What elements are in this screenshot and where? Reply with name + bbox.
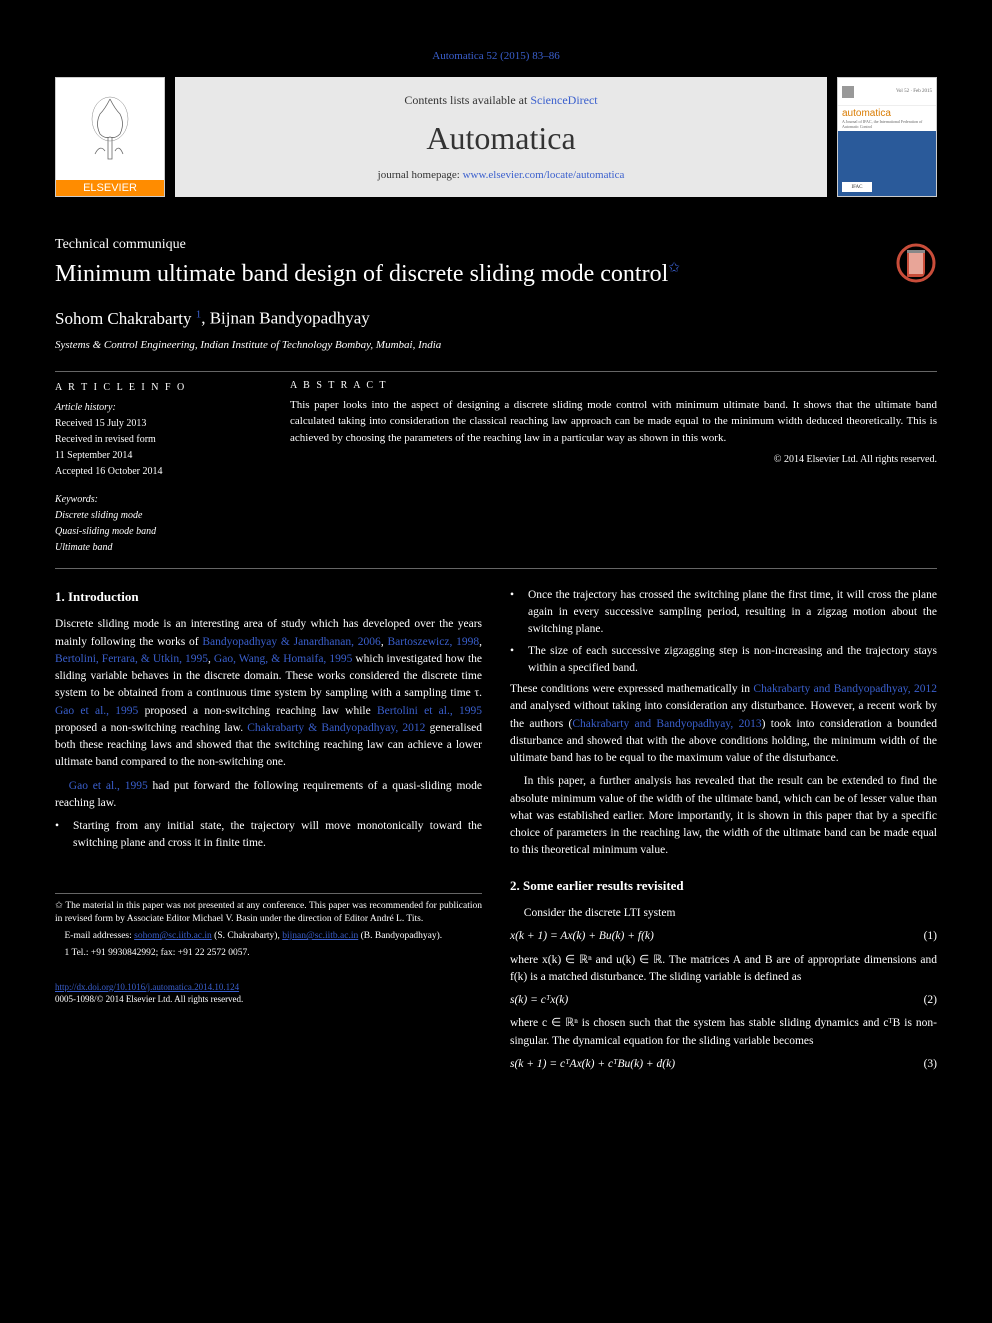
received-date: Received 15 July 2013 [55, 416, 260, 432]
ref-link[interactable]: Bertolini et al., 1995 [377, 705, 482, 717]
article-category: Technical communique [55, 237, 875, 253]
doi-link[interactable]: http://dx.doi.org/10.1016/j.automatica.2… [55, 982, 239, 992]
keyword-3: Ultimate band [55, 540, 260, 556]
right-p3b: where x(k) ∈ ℝⁿ and u(k) ∈ ℝ. The matric… [510, 952, 937, 987]
sciencedirect-link[interactable]: ScienceDirect [530, 93, 597, 107]
title-footnote-marker[interactable]: ✩ [668, 261, 680, 276]
copyright: © 2014 Elsevier Ltd. All rights reserved… [290, 454, 937, 465]
left-column: 1. Introduction Discrete sliding mode is… [55, 587, 482, 1079]
authors: Sohom Chakrabarty 1, Bijnan Bandyopadhya… [55, 308, 937, 329]
abstract-heading: A B S T R A C T [290, 380, 937, 391]
homepage-prefix: journal homepage: [378, 169, 463, 181]
affiliation: Systems & Control Engineering, Indian In… [55, 339, 937, 351]
paper-title: Minimum ultimate band design of discrete… [55, 259, 875, 290]
ref-link[interactable]: Gao et al., 1995 [69, 780, 148, 792]
homepage-line: journal homepage: www.elsevier.com/locat… [378, 169, 625, 181]
elsevier-tree-icon [75, 89, 145, 169]
contents-line: Contents lists available at ScienceDirec… [404, 93, 597, 108]
journal-cover[interactable]: Vol 52 · Feb 2015 automatica A Journal o… [837, 77, 937, 197]
ref-link[interactable]: Gao et al., 1995 [55, 705, 138, 717]
header-citation: Automatica 52 (2015) 83–86 [55, 50, 937, 62]
elsevier-logo[interactable]: ELSEVIER [55, 77, 165, 197]
equation-2: s(k) = cᵀx(k)(2) [510, 992, 937, 1009]
author-1[interactable]: Sohom Chakrabarty 1 [55, 309, 201, 328]
footnote-1: ✩ The material in this paper was not pre… [55, 900, 482, 927]
divider [55, 371, 937, 372]
ref-link[interactable]: Bandyopadhyay & Janardhanan, 2006 [202, 636, 380, 648]
author-2[interactable]: Bijnan Bandyopadhyay [210, 309, 370, 328]
ref-link[interactable]: Chakrabarty and Bandyopadhyay, 2013 [572, 718, 761, 730]
ref-link[interactable]: Bartoszewicz, 1998 [388, 636, 480, 648]
cover-subtitle: A Journal of IFAC, the International Fed… [838, 119, 936, 131]
right-column: • Once the trajectory has crossed the sw… [510, 587, 937, 1079]
center-panel: Contents lists available at ScienceDirec… [175, 77, 827, 197]
cover-ifac: IFAC [842, 182, 872, 192]
keyword-1: Discrete sliding mode [55, 508, 260, 524]
right-p2: In this paper, a further analysis has re… [510, 773, 937, 859]
footnotes: ✩ The material in this paper was not pre… [55, 893, 482, 961]
crossmark-icon[interactable] [895, 242, 937, 284]
revised-date: 11 September 2014 [55, 448, 260, 464]
author-1-sup[interactable]: 1 [196, 308, 202, 320]
email-1[interactable]: sohom@sc.iitb.ac.in [134, 931, 212, 941]
journal-name: Automatica [426, 120, 575, 157]
intro-p1: Discrete sliding mode is an interesting … [55, 616, 482, 771]
right-p3c: where c ∈ ℝⁿ is chosen such that the sys… [510, 1015, 937, 1050]
list-item-1: • Starting from any initial state, the t… [55, 818, 482, 853]
contents-prefix: Contents lists available at [404, 93, 530, 107]
section-1-heading: 1. Introduction [55, 587, 482, 607]
ref-link[interactable]: Chakrabarty and Bandyopadhyay, 2012 [753, 683, 937, 695]
ref-link[interactable]: Bertolini, Ferrara, & Utkin, 1995 [55, 653, 208, 665]
footnote-tel: 1 Tel.: +91 9930842992; fax: +91 22 2572… [55, 947, 482, 960]
elsevier-text: ELSEVIER [56, 180, 164, 196]
right-p3a: Consider the discrete LTI system [510, 905, 937, 922]
keywords-heading: Keywords: [55, 492, 260, 508]
ref-link[interactable]: Chakrabarty & Bandyopadhyay, 2012 [247, 722, 425, 734]
article-info-heading: A R T I C L E I N F O [55, 380, 260, 396]
ref-link[interactable]: Gao, Wang, & Homaifa, 1995 [214, 653, 352, 665]
equation-3: s(k + 1) = cᵀAx(k) + cᵀBu(k) + d(k)(3) [510, 1056, 937, 1073]
article-info: A R T I C L E I N F O Article history: R… [55, 380, 260, 556]
journal-banner: ELSEVIER Contents lists available at Sci… [55, 77, 937, 197]
homepage-link[interactable]: www.elsevier.com/locate/automatica [463, 169, 625, 181]
accepted-date: Accepted 16 October 2014 [55, 464, 260, 480]
list-item-2: • Once the trajectory has crossed the sw… [510, 587, 937, 639]
cover-title: automatica [838, 106, 936, 119]
list-item-3: • The size of each successive zigzagging… [510, 643, 937, 678]
keyword-2: Quasi-sliding mode band [55, 524, 260, 540]
equation-1: x(k + 1) = Ax(k) + Bu(k) + f(k)(1) [510, 928, 937, 945]
title-text: Minimum ultimate band design of discrete… [55, 261, 668, 287]
abstract: A B S T R A C T This paper looks into th… [290, 380, 937, 556]
right-p1: These conditions were expressed mathemat… [510, 681, 937, 767]
revised-label: Received in revised form [55, 432, 260, 448]
footnote-emails: E-mail addresses: sohom@sc.iitb.ac.in (S… [55, 930, 482, 943]
email-2[interactable]: bijnan@sc.iitb.ac.in [282, 931, 358, 941]
divider-2 [55, 568, 937, 569]
intro-p2: Gao et al., 1995 had put forward the fol… [55, 778, 482, 813]
abstract-text: This paper looks into the aspect of desi… [290, 397, 937, 447]
section-2-heading: 2. Some earlier results revisited [510, 876, 937, 896]
doi-block: http://dx.doi.org/10.1016/j.automatica.2… [55, 981, 482, 1006]
history-heading: Article history: [55, 400, 260, 416]
issn-copyright: 0005-1098/© 2014 Elsevier Ltd. All right… [55, 994, 243, 1004]
